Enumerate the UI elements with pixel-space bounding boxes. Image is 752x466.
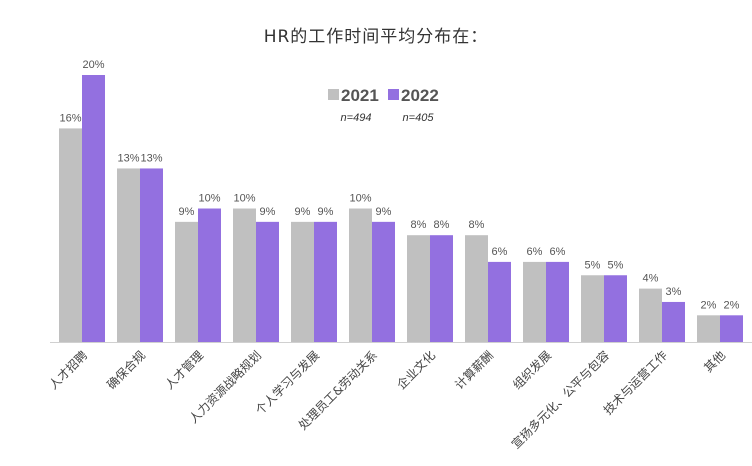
data-label-2021: 5% [585,259,601,271]
data-label-2021: 16% [59,112,81,124]
data-label-2022: 13% [140,152,162,164]
bar-2022 [140,168,163,342]
data-label-2022: 3% [666,286,682,298]
category-label: 企业文化 [394,348,439,393]
data-label-2021: 9% [179,206,195,218]
bar-2021 [59,128,82,342]
data-label-2021: 9% [295,206,311,218]
data-label-2022: 6% [492,246,508,258]
chart-title: HR的工作时间平均分布在： [264,27,489,47]
bar-2022 [198,208,221,342]
data-label-2021: 13% [117,152,139,164]
bar-2021 [117,168,140,342]
bar-2022 [662,301,685,342]
data-label-2022: 5% [608,259,624,271]
data-label-2022: 20% [82,59,104,71]
data-label-2021: 8% [469,219,485,231]
category-label: 其他 [701,348,728,375]
data-label-2022: 9% [376,206,392,218]
data-label-2022: 10% [198,193,220,205]
data-label-2022: 8% [434,219,450,231]
category-label: 组织发展 [510,348,555,393]
category-label: 计算薪酬 [452,348,497,393]
data-label-2021: 10% [349,193,371,205]
bar-2022 [430,235,453,342]
category-label: 人才管理 [162,348,207,393]
bar-2022 [720,315,743,342]
bar-2021 [233,208,256,342]
bar-2021 [175,221,198,342]
data-label-2022: 9% [318,206,334,218]
bar-2021 [291,221,314,342]
bar-2022 [546,261,569,342]
bar-2021 [349,208,372,342]
data-label-2021: 10% [233,193,255,205]
bar-2021 [581,275,604,342]
category-label: 确保合规 [104,348,149,393]
data-label-2022: 9% [260,206,276,218]
category-label: 宣扬多元化、公平与包容 [508,348,612,452]
bar-2021 [523,261,546,342]
data-label-2021: 2% [701,299,717,311]
data-label-2022: 2% [724,299,740,311]
data-label-2021: 4% [643,273,659,285]
legend-swatch-2022 [388,89,399,100]
data-label-2022: 6% [550,246,566,258]
bar-2022 [256,221,279,342]
bar-2022 [314,221,337,342]
legend: 2021 2022 n=494 n=405 [328,86,439,124]
bar-2021 [697,315,720,342]
legend-sample-2021: n=494 [341,112,372,124]
bar-2022 [488,261,511,342]
bar-2021 [639,288,662,342]
legend-swatch-2021 [328,89,339,100]
bar-2021 [407,235,430,342]
data-label-2021: 8% [411,219,427,231]
category-label: 人才招聘 [46,348,90,392]
data-label-2021: 6% [527,246,543,258]
bar-2021 [465,235,488,342]
legend-label-2021: 2021 [341,86,379,105]
bar-2022 [372,221,395,342]
bar-2022 [604,275,627,342]
legend-sample-2022: n=405 [403,112,435,124]
bar-2022 [82,75,105,342]
legend-label-2022: 2022 [401,86,439,105]
